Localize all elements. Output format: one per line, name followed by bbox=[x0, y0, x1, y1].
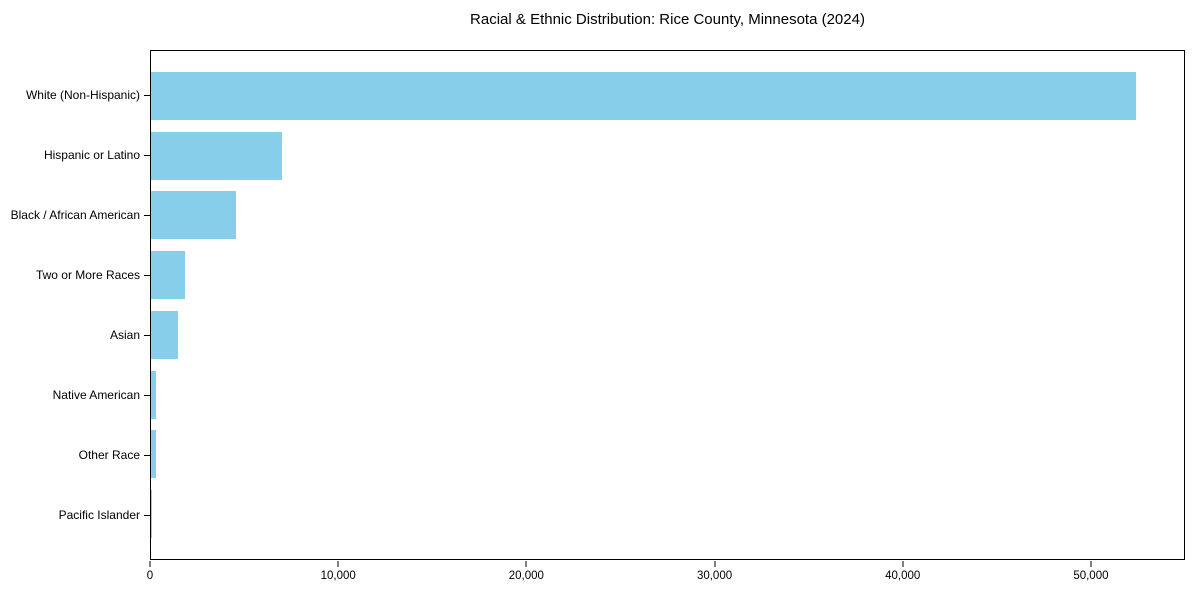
bar bbox=[151, 310, 179, 359]
y-tick-row: Hispanic or Latino bbox=[0, 125, 150, 185]
chart-title: Racial & Ethnic Distribution: Rice Count… bbox=[470, 11, 865, 28]
plot-area bbox=[150, 50, 1185, 560]
y-tick-mark bbox=[144, 394, 150, 396]
bar-row bbox=[151, 484, 1184, 544]
y-tick-row: Other Race bbox=[0, 425, 150, 485]
y-tick-label: Native American bbox=[52, 388, 140, 402]
bar bbox=[151, 131, 283, 180]
y-tick-label: Asian bbox=[109, 328, 140, 342]
x-tick-mark bbox=[902, 561, 904, 567]
y-tick-mark bbox=[144, 514, 150, 516]
x-tick-label: 0 bbox=[146, 570, 154, 582]
y-tick-mark bbox=[144, 334, 150, 336]
y-tick-row: Native American bbox=[0, 365, 150, 425]
bars-container bbox=[151, 51, 1184, 559]
y-tick-mark bbox=[144, 454, 150, 456]
y-tick-row: Two or More Races bbox=[0, 245, 150, 305]
bar-row bbox=[151, 245, 1184, 305]
y-axis: White (Non-Hispanic) Hispanic or Latino Bl… bbox=[0, 50, 150, 560]
x-tick-label: 30,000 bbox=[696, 570, 733, 582]
bar bbox=[151, 191, 236, 240]
y-tick-mark bbox=[144, 274, 150, 276]
y-tick-label: Two or More Races bbox=[35, 268, 140, 282]
x-tick-mark bbox=[1090, 561, 1092, 567]
x-tick-mark bbox=[714, 561, 716, 567]
bar-row bbox=[151, 305, 1184, 365]
bar-row bbox=[151, 66, 1184, 126]
bar bbox=[151, 490, 152, 539]
y-tick-row: White (Non-Hispanic) bbox=[0, 65, 150, 125]
bar-row bbox=[151, 425, 1184, 485]
x-tick-mark bbox=[337, 561, 339, 567]
x-tick-label: 50,000 bbox=[1073, 570, 1109, 582]
x-tick-label: 10,000 bbox=[320, 570, 356, 582]
x-tick-mark bbox=[525, 561, 527, 567]
x-axis: 0 10,000 20,000 30,000 40,000 50,000 bbox=[146, 561, 1185, 593]
bar bbox=[151, 430, 156, 479]
y-tick-mark bbox=[144, 94, 150, 96]
y-tick-label: White (Non-Hispanic) bbox=[25, 88, 140, 102]
y-tick-mark bbox=[144, 154, 150, 156]
y-tick-label: Other Race bbox=[78, 448, 140, 462]
x-tick-mark bbox=[149, 561, 151, 567]
x-tick-label: 40,000 bbox=[885, 570, 921, 582]
y-tick-label: Pacific Islander bbox=[58, 508, 140, 522]
bar bbox=[151, 71, 1137, 120]
y-tick-label: Hispanic or Latino bbox=[43, 148, 140, 162]
y-tick-row: Black / African American bbox=[0, 185, 150, 245]
y-tick-row: Asian bbox=[0, 305, 150, 365]
y-tick-mark bbox=[144, 214, 150, 216]
y-tick-label: Black / African American bbox=[10, 208, 140, 222]
bar-row bbox=[151, 186, 1184, 246]
bar bbox=[151, 370, 156, 419]
y-tick-row: Pacific Islander bbox=[0, 485, 150, 545]
bar bbox=[151, 251, 186, 300]
bar-row bbox=[151, 126, 1184, 186]
bar-row bbox=[151, 365, 1184, 425]
x-tick-label: 20,000 bbox=[508, 570, 544, 582]
